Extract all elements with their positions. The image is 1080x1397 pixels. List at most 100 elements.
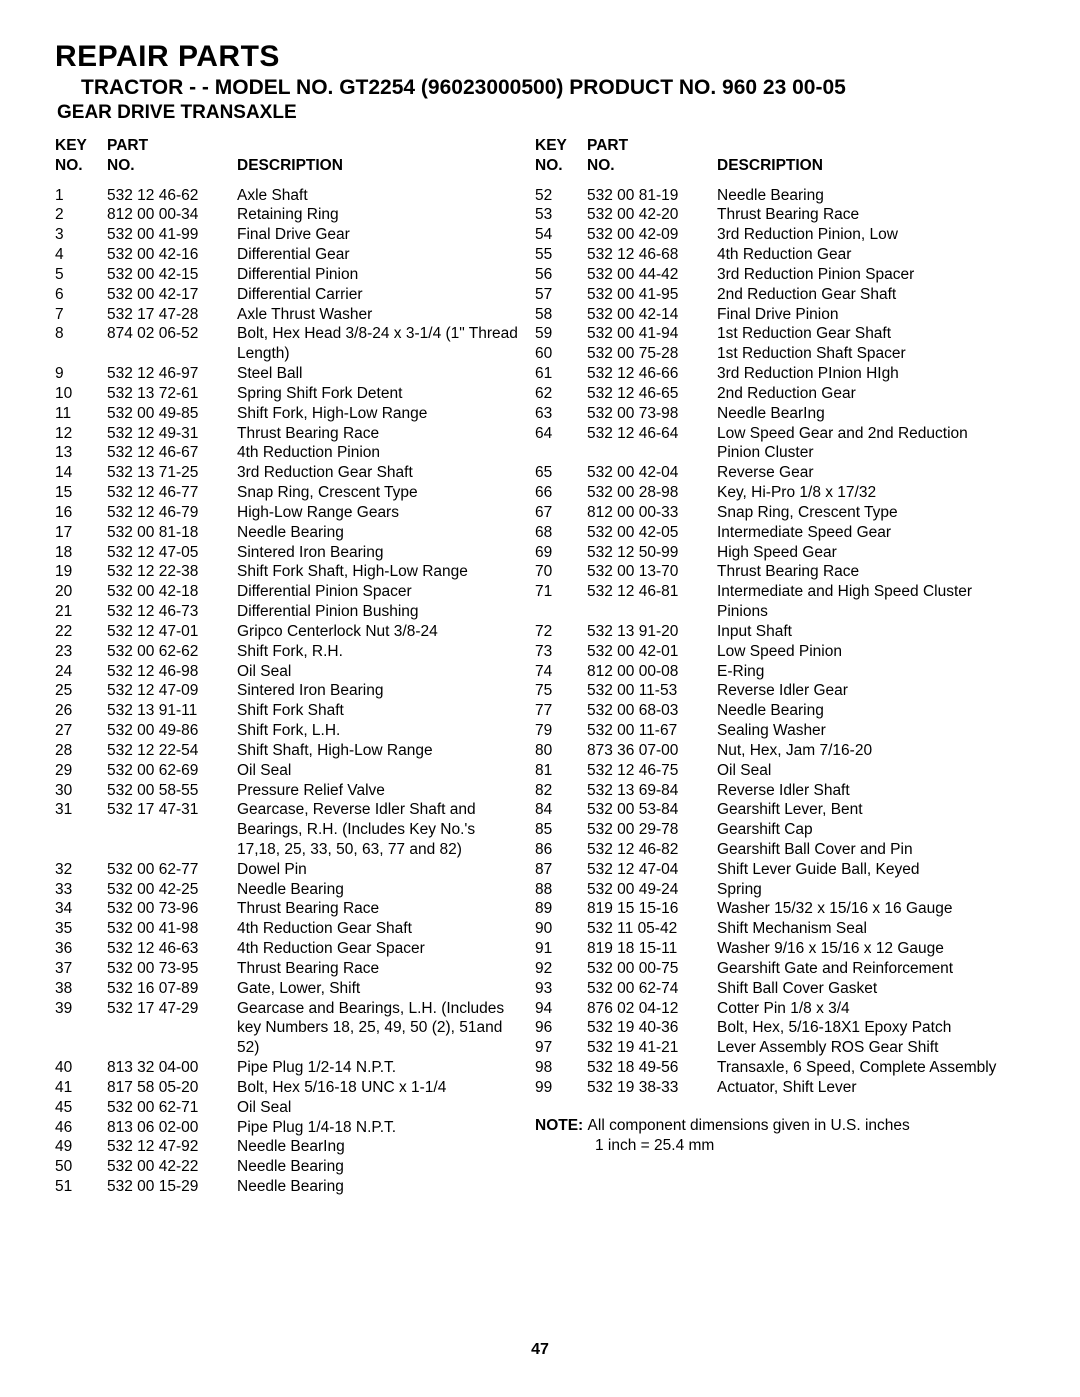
- cell-part: 532 00 49-24: [587, 880, 717, 900]
- table-row: 70532 00 13-70Thrust Bearing Race: [535, 562, 1015, 582]
- cell-desc: Dowel Pin: [237, 860, 525, 880]
- cell-part: 532 12 22-54: [107, 741, 237, 761]
- cell-key: 41: [55, 1078, 107, 1098]
- cell-part: 532 12 49-31: [107, 424, 237, 444]
- table-row: 24532 12 46-98Oil Seal: [55, 662, 525, 682]
- cell-key: 16: [55, 503, 107, 523]
- cell-desc: Needle Bearing: [237, 1157, 525, 1177]
- cell-part: 532 18 49-56: [587, 1058, 717, 1078]
- cell-desc: Gearshift Ball Cover and Pin: [717, 840, 1015, 860]
- table-row: 32532 00 62-77Dowel Pin: [55, 860, 525, 880]
- table-row: 53532 00 42-20Thrust Bearing Race: [535, 205, 1015, 225]
- cell-key: 33: [55, 880, 107, 900]
- table-row: 72532 13 91-20Input Shaft: [535, 622, 1015, 642]
- table-row: 20532 00 42-18Differential Pinion Spacer: [55, 582, 525, 602]
- table-row: 9532 12 46-97Steel Ball: [55, 364, 525, 384]
- cell-part: 532 12 46-68: [587, 245, 717, 265]
- cell-key: 39: [55, 999, 107, 1058]
- cell-desc: Differential Pinion: [237, 265, 525, 285]
- cell-key: 40: [55, 1058, 107, 1078]
- cell-key: 5: [55, 265, 107, 285]
- table-row: 96532 19 40-36Bolt, Hex, 5/16-18X1 Epoxy…: [535, 1018, 1015, 1038]
- cell-key: 90: [535, 919, 587, 939]
- cell-key: 65: [535, 463, 587, 483]
- cell-part: 532 00 28-98: [587, 483, 717, 503]
- cell-part: 812 00 00-34: [107, 205, 237, 225]
- cell-part: 532 12 47-05: [107, 543, 237, 563]
- cell-desc: Steel Ball: [237, 364, 525, 384]
- cell-part: 532 12 47-04: [587, 860, 717, 880]
- table-row: 40813 32 04-00Pipe Plug 1/2-14 N.P.T.: [55, 1058, 525, 1078]
- cell-desc: Needle BearIng: [237, 1137, 525, 1157]
- cell-part: 532 00 58-55: [107, 781, 237, 801]
- cell-desc: Final Drive Pinion: [717, 305, 1015, 325]
- cell-part: 532 00 42-09: [587, 225, 717, 245]
- cell-desc: Differential Pinion Bushing: [237, 602, 525, 622]
- table-row: 87532 12 47-04Shift Lever Guide Ball, Ke…: [535, 860, 1015, 880]
- cell-desc: 4th Reduction Pinion: [237, 443, 525, 463]
- cell-part: 532 00 49-85: [107, 404, 237, 424]
- columns: KEYNO. PARTNO. DESCRIPTION 1532 12 46-62…: [55, 136, 1025, 1197]
- table-row: 17532 00 81-18Needle Bearing: [55, 523, 525, 543]
- header-desc: DESCRIPTION: [237, 136, 525, 186]
- cell-desc: Needle Bearing: [237, 880, 525, 900]
- cell-key: 2: [55, 205, 107, 225]
- cell-part: 532 00 41-94: [587, 324, 717, 344]
- cell-desc: Intermediate Speed Gear: [717, 523, 1015, 543]
- cell-key: 50: [55, 1157, 107, 1177]
- cell-desc: Oil Seal: [717, 761, 1015, 781]
- table-row: 56532 00 44-423rd Reduction Pinion Space…: [535, 265, 1015, 285]
- cell-desc: Bolt, Hex Head 3/8-24 x 3-1/4 (1" Thread…: [237, 324, 525, 364]
- cell-key: 57: [535, 285, 587, 305]
- cell-desc: Thrust Bearing Race: [237, 899, 525, 919]
- cell-part: 532 12 47-01: [107, 622, 237, 642]
- table-row: 79532 00 11-67Sealing Washer: [535, 721, 1015, 741]
- cell-desc: 4th Reduction Gear: [717, 245, 1015, 265]
- header-part: PARTNO.: [107, 136, 237, 186]
- table-row: 67812 00 00-33Snap Ring, Crescent Type: [535, 503, 1015, 523]
- cell-part: 532 12 46-65: [587, 384, 717, 404]
- cell-key: 70: [535, 562, 587, 582]
- cell-part: 532 00 41-95: [587, 285, 717, 305]
- cell-desc: Input Shaft: [717, 622, 1015, 642]
- table-row: 23532 00 62-62Shift Fork, R.H.: [55, 642, 525, 662]
- cell-key: 8: [55, 324, 107, 364]
- cell-key: 73: [535, 642, 587, 662]
- cell-key: 6: [55, 285, 107, 305]
- table-row: 29532 00 62-69Oil Seal: [55, 761, 525, 781]
- table-row: 58532 00 42-14Final Drive Pinion: [535, 305, 1015, 325]
- cell-key: 17: [55, 523, 107, 543]
- cell-desc: Gate, Lower, Shift: [237, 979, 525, 999]
- table-row: 37532 00 73-95Thrust Bearing Race: [55, 959, 525, 979]
- cell-key: 26: [55, 701, 107, 721]
- cell-desc: Thrust Bearing Race: [237, 959, 525, 979]
- table-row: 30532 00 58-55Pressure Relief Valve: [55, 781, 525, 801]
- table-row: 11532 00 49-85Shift Fork, High-Low Range: [55, 404, 525, 424]
- table-row: 12532 12 49-31Thrust Bearing Race: [55, 424, 525, 444]
- cell-part: 532 00 62-69: [107, 761, 237, 781]
- cell-key: 89: [535, 899, 587, 919]
- cell-part: 532 00 62-62: [107, 642, 237, 662]
- cell-key: 23: [55, 642, 107, 662]
- table-row: 26532 13 91-11Shift Fork Shaft: [55, 701, 525, 721]
- table-row: 46813 06 02-00Pipe Plug 1/4-18 N.P.T.: [55, 1118, 525, 1138]
- table-row: 98532 18 49-56Transaxle, 6 Speed, Comple…: [535, 1058, 1015, 1078]
- cell-desc: Oil Seal: [237, 662, 525, 682]
- cell-desc: Needle Bearing: [237, 523, 525, 543]
- cell-desc: Nut, Hex, Jam 7/16-20: [717, 741, 1015, 761]
- table-row: 71532 12 46-81Intermediate and High Spee…: [535, 582, 1015, 622]
- cell-desc: Shift Fork Shaft: [237, 701, 525, 721]
- cell-desc: Washer 9/16 x 15/16 x 12 Gauge: [717, 939, 1015, 959]
- table-row: 33532 00 42-25Needle Bearing: [55, 880, 525, 900]
- header-part: PARTNO.: [587, 136, 717, 186]
- table-row: 86532 12 46-82Gearshift Ball Cover and P…: [535, 840, 1015, 860]
- cell-desc: Shift Fork, L.H.: [237, 721, 525, 741]
- cell-key: 94: [535, 999, 587, 1019]
- cell-key: 61: [535, 364, 587, 384]
- cell-part: 532 00 49-86: [107, 721, 237, 741]
- cell-desc: Thrust Bearing Race: [717, 562, 1015, 582]
- cell-part: 532 00 42-14: [587, 305, 717, 325]
- cell-desc: Low Speed Pinion: [717, 642, 1015, 662]
- table-row: 25532 12 47-09Sintered Iron Bearing: [55, 681, 525, 701]
- cell-part: 532 00 42-20: [587, 205, 717, 225]
